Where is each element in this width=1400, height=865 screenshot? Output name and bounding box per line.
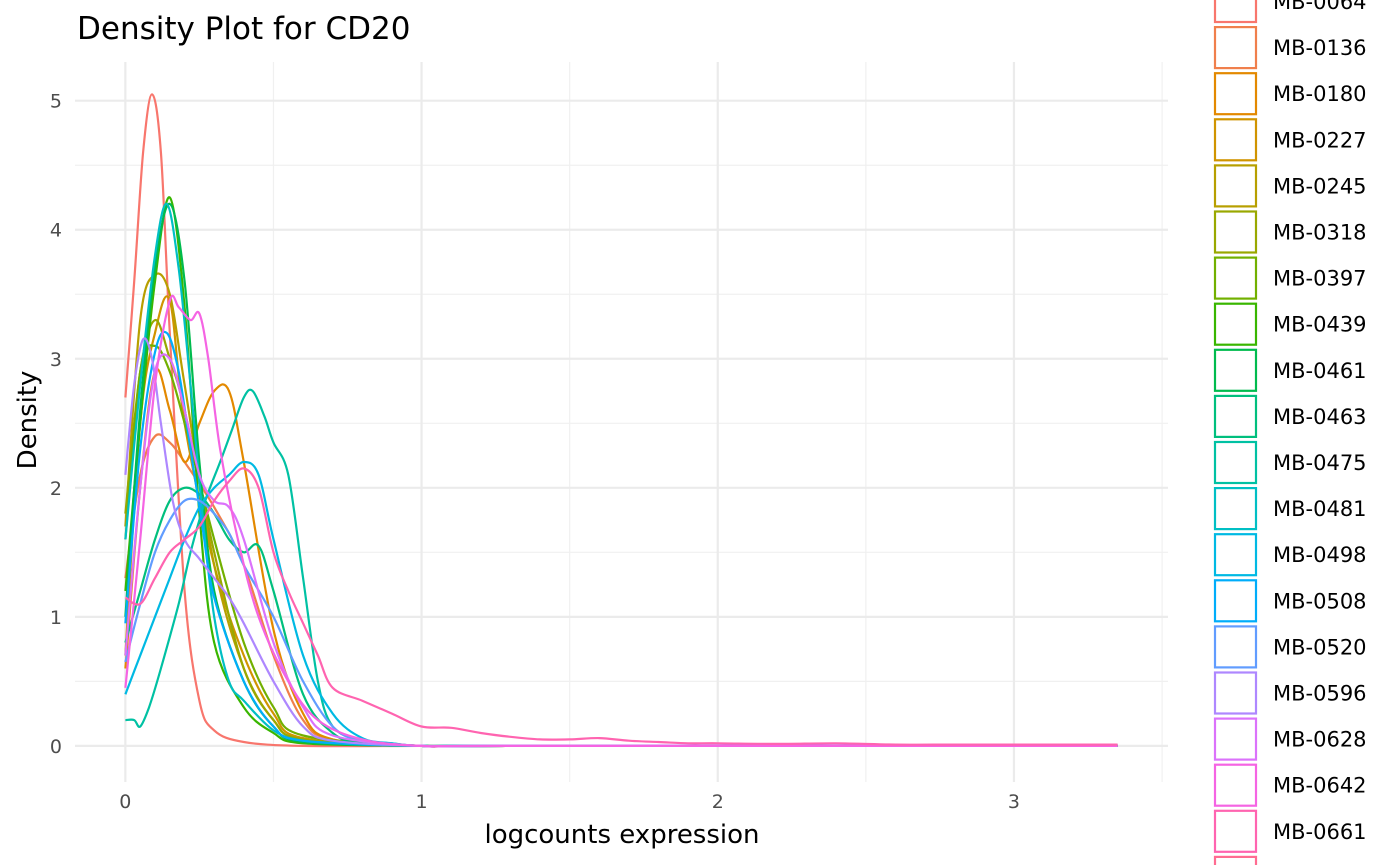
legend-label: MB-0642 [1273,774,1367,798]
x-tick-label: 3 [1008,791,1020,813]
legend-item: MB-0227 [1213,118,1367,162]
legend-label: MB-0227 [1273,128,1367,152]
legend-label: MB-0397 [1273,267,1367,291]
legend-item: MB-0498 [1213,533,1367,577]
legend-item: MB-0318 [1213,210,1367,254]
legend-key [1213,579,1258,623]
series-line-mb-0461 [124,202,1118,748]
series-line-mb-0064 [124,93,1118,748]
legend-item: MB-0136 [1213,26,1367,70]
legend-item: MB-0461 [1213,348,1367,392]
x-axis-title: logcounts expression [484,820,759,850]
legend-item: MB-0463 [1213,394,1367,438]
y-tick-label: 5 [50,91,62,113]
legend-label: MB-0481 [1273,497,1367,521]
legend-key [1213,72,1258,116]
y-tick-label: 3 [50,349,62,371]
legend-label: MB-0461 [1273,359,1367,383]
legend-key [1213,440,1258,485]
y-tick-label: 0 [50,736,62,758]
legend-label: MB-0245 [1273,174,1367,198]
legend-key [1213,0,1258,24]
series-line-mb-0498 [124,460,1118,748]
series-line-mb-0481 [124,202,1118,748]
legend-key [1213,763,1258,807]
legend-key [1213,164,1258,208]
legend-label: MB-0180 [1273,82,1367,106]
legend-label: MB-0463 [1273,405,1367,429]
legend-label: MB-0661 [1273,820,1367,844]
legend-label: MB-0596 [1273,682,1367,706]
legend-item: MB-0481 [1213,487,1367,531]
legend-key [1213,302,1258,346]
legend-key [1213,717,1258,761]
chart-title: Density Plot for CD20 [77,11,410,47]
series-line-mb-0245 [124,272,1118,748]
legend-item: MB-0439 [1213,302,1367,346]
legend-key [1213,118,1258,162]
legend-label: MB-0439 [1273,313,1367,337]
legend-label: MB-0628 [1273,728,1367,752]
series-line-mb-0227 [124,295,1118,748]
legend-item: MB-0520 [1213,625,1367,669]
legend-label: MB-0508 [1273,589,1367,613]
legend-key [1213,487,1258,531]
legend-item: MB-0180 [1213,72,1367,116]
y-axis-ticks: 0 1 2 3 4 5 [50,91,62,758]
x-tick-label: 2 [712,791,724,813]
y-tick-label: 2 [50,478,62,500]
legend-label: MB-0475 [1273,451,1367,475]
legend-item: MB-0642 [1213,763,1367,807]
y-axis-title: Density [13,371,43,470]
legend-item: MB-0245 [1213,164,1367,208]
x-axis-ticks: 0 1 2 3 [119,791,1020,813]
y-tick-label: 1 [50,607,62,629]
legend: MB-0064 MB-0136 MB-0180 MB-0227 MB-0245 MB-03… [1213,0,1367,865]
legend-item: MB-0661 [1213,809,1367,853]
legend-key [1213,855,1258,865]
series-line-mb-0628 [124,353,1118,748]
series-line-mb-0439 [124,196,1118,748]
legend-key [1213,533,1258,577]
series-layer [124,93,1118,748]
series-line-mb-0642 [124,294,1118,748]
x-tick-label: 0 [119,791,131,813]
legend-key [1213,625,1258,669]
legend-item: MB-0628 [1213,717,1367,761]
grid [75,62,1168,782]
series-line-mb-0475 [125,388,1118,748]
x-tick-label: 1 [416,791,428,813]
legend-key [1213,26,1258,70]
legend-key [1213,394,1258,438]
y-tick-label: 4 [50,220,62,242]
legend-item: MB-0064 [1213,0,1367,24]
legend-label: MB-0498 [1273,543,1367,567]
legend-key [1213,671,1258,715]
legend-label: MB-0520 [1273,635,1367,659]
legend-label: MB-0064 [1273,0,1367,14]
legend-item: MB-0475 [1213,440,1367,485]
legend-item: MB-0596 [1213,671,1367,715]
legend-item: MB-0508 [1213,579,1367,623]
legend-key [1213,210,1258,254]
legend-key [1213,809,1258,853]
legend-item: MB-0397 [1213,256,1367,300]
legend-label: MB-0136 [1273,36,1367,60]
series-line-mb-0661 [124,467,1118,746]
legend-label: MB-0318 [1273,221,1367,245]
legend-key [1213,348,1258,392]
legend-key [1213,256,1258,300]
